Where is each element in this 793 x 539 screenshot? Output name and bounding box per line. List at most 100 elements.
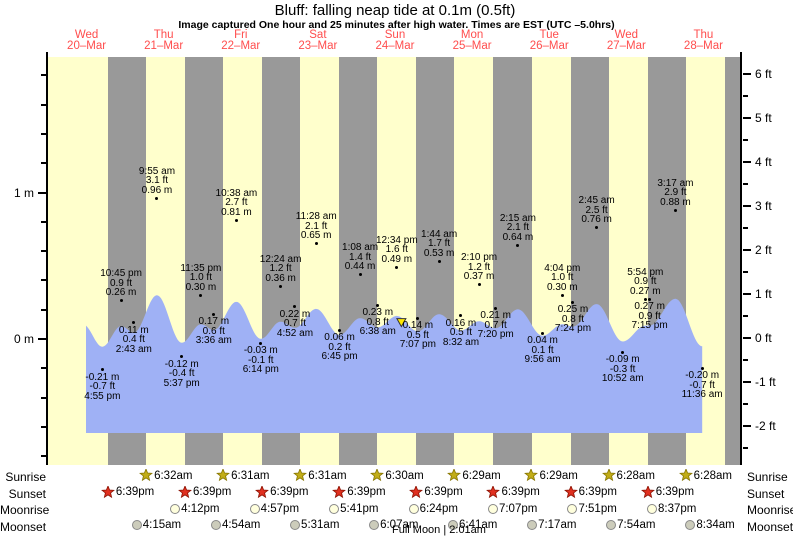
night-band [724,57,742,465]
right-axis-tick [743,226,748,229]
tide-annotation-line: 0.53 m [423,247,455,259]
tide-annotation-line: 1.2 ft [269,263,292,275]
astro-event: 6:41am [448,519,497,532]
astro-event: 6:39pm [100,485,154,499]
right-axis-label: -2 ft [755,418,776,433]
astro-time: 7:51pm [578,502,617,515]
moonrise-icon [329,503,340,514]
tide-point [516,243,520,247]
tide-annotation-line: 0.49 m [381,253,413,265]
tide-annotation-line: 11:28 am [295,211,337,223]
tide-annotation-line: -0.20 m [685,370,720,382]
astro-time: 6:29am [539,469,578,482]
tide-annotation-line: 2.7 ft [225,197,248,209]
tide-annotation: 12:34 pm 1.6 ft 0.49 m [376,235,418,265]
astro-event: 4:54am [210,519,260,532]
astro-row-label-left: Sunrise [5,470,46,484]
tide-annotation-line: 4:55 pm [84,390,121,402]
moonset-icon [369,520,380,530]
tide-annotation-line: 10:52 am [601,373,644,385]
tide-annotation: -0.21 m -0.7 ft 4:55 pm [84,373,120,402]
tide-annotation-line: 0.27 m [634,301,665,313]
tide-annotation: -0.12 m -0.4 ft 5:37 pm [164,359,200,389]
right-axis-label: 6 ft [755,66,772,81]
astro-event: 6:29am [447,469,501,482]
tide-point [358,273,362,277]
moonset-icon [685,520,696,530]
day-name: Sun [384,29,406,41]
right-axis-tick [743,314,748,317]
astro-time: 6:39pm [424,486,463,498]
chart-title: Bluff: falling neap tide at 0.1m (0.5ft) [274,2,516,19]
astro-event: 6:39pm [178,485,231,499]
tide-annotation-line: 6:14 pm [242,364,279,376]
astro-event: 6:39pm [486,485,540,499]
left-axis-tick [41,308,46,311]
tide-annotation-line: 0.26 m [105,287,137,299]
tide-annotation: 11:35 pm 1.0 ft 0.30 m [180,263,221,293]
left-axis-tick [41,103,46,106]
capture-time-marker-icon [396,318,407,328]
tide-annotation-line: 2:15 am [499,212,536,224]
day-date: 21–Mar [144,40,184,52]
astro-event: 4:12pm [170,502,220,515]
tide-annotation-line: 2.9 ft [664,187,687,199]
tide-point [338,328,342,332]
tide-point [132,321,136,325]
moonset-icon [448,520,459,530]
day-label: Sat 23–Mar [279,29,356,52]
left-axis-tick [41,455,46,458]
tide-annotation-line: 0.30 m [546,281,578,293]
day-date: 28–Mar [683,40,723,52]
astro-event: 5:41pm [329,502,379,515]
tide-annotation-line: 7:24 pm [554,323,592,335]
tide-annotation-line: 0.22 m [279,308,311,320]
astro-event: 6:39pm [255,485,309,499]
tide-point [437,259,441,263]
moonrise-icon [408,503,419,514]
tide-annotation-line: -0.3 ft [609,363,636,375]
astro-time: 6:24pm [419,502,458,515]
tide-annotation: -0.03 m -0.1 ft 6:14 pm [243,346,279,375]
tide-annotation-line: -0.7 ft [89,381,116,393]
tide-annotation: 0.11 m 0.4 ft 2:43 am [116,326,152,355]
tide-annotation-line: 4:52 am [276,327,314,339]
tide-annotation-line: -0.03 m [243,345,278,357]
chart-subtitle: Image captured One hour and 25 minutes a… [178,19,615,31]
tide-annotation-line: 7:15 pm [631,320,668,332]
tide-annotation: 0.04 m 0.1 ft 9:56 am [525,336,561,365]
tide-annotation-line: 6:45 pm [321,351,358,363]
moonset-icon [210,520,221,530]
astro-event: 6:07am [369,519,418,532]
left-axis-tick [41,162,46,165]
sunrise-icon [139,469,154,482]
astro-event: 4:57pm [249,502,299,515]
astro-time: 6:28am [693,469,733,482]
tide-annotation: 4:04 pm 1.0 ft 0.30 m [544,263,580,293]
tide-annotation-line: -0.4 ft [168,368,195,380]
tide-point [293,305,297,309]
tide-point [560,293,564,297]
astro-time: 6:39pm [270,486,309,498]
right-axis-label: 5 ft [755,110,772,125]
tide-annotation-line: 3:17 am [657,177,694,189]
tide-annotation-line: 1.2 ft [467,261,491,273]
day-date: 20–Mar [67,40,107,52]
right-axis-tick [743,358,748,361]
tide-point [395,265,399,269]
right-axis-label: 0 ft [755,330,772,345]
left-axis-tick [41,425,46,428]
tide-annotation-line: 0.23 m [362,307,394,319]
moonrise-icon [249,503,260,514]
astro-row-label-left: Moonrise [0,503,50,517]
astro-event: 6:39pm [332,485,386,499]
tide-annotation-line: 6:38 am [359,326,396,338]
astro-event: 7:54am [606,519,656,532]
tide-annotation-line: -0.7 ft [689,379,715,391]
right-axis-label: 1 ft [755,286,772,301]
astro-row-label-right: Sunrise [747,470,788,484]
tide-annotation-line: 0.04 m [527,335,558,347]
day-name: Wed [74,29,99,41]
tide-point [700,366,704,370]
